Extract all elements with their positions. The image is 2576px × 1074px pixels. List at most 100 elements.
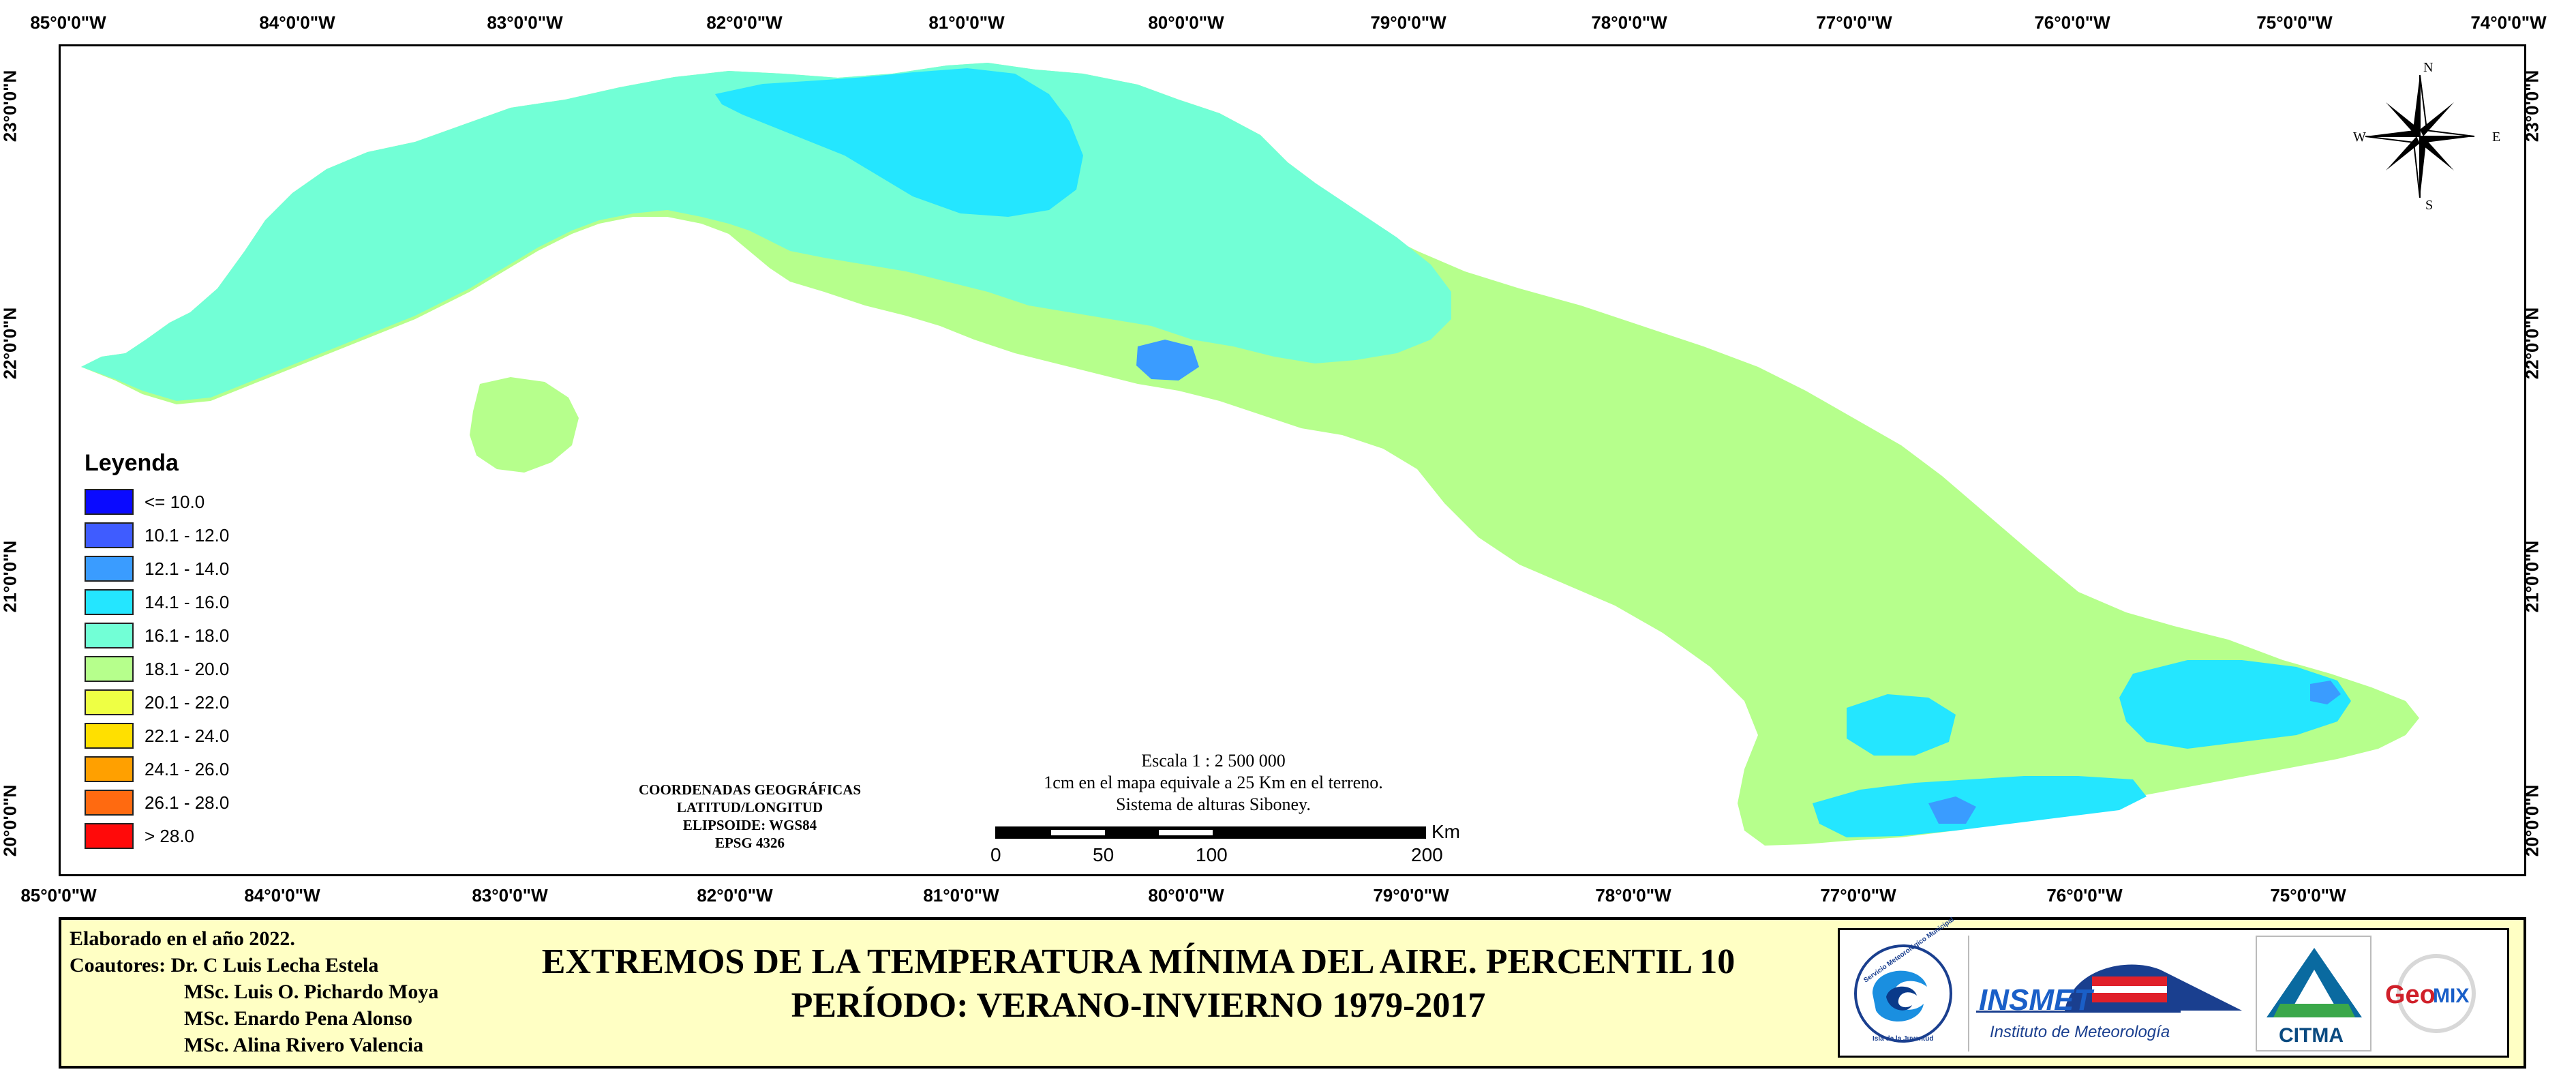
western-cool-zone [81, 63, 1451, 401]
credits: Elaborado en el año 2022. Coautores: Dr.… [70, 925, 438, 1058]
lon-tick-bottom: 75°0'0"W [2270, 885, 2346, 906]
legend-swatch [85, 489, 134, 515]
scale-line: 1cm en el mapa equivale a 25 Km en el te… [1044, 773, 1383, 792]
geomix-logo: Geo MIX [2378, 936, 2508, 1051]
citma-logo: CITMA [2256, 936, 2372, 1051]
legend-swatch [85, 656, 134, 682]
legend-items: <= 10.0 10.1 - 12.0 12.1 - 14.0 14.1 - 1… [85, 489, 303, 871]
insmet-flag-icon [1976, 964, 2242, 1013]
north-central-cyan-zone [715, 68, 1083, 217]
legend-swatch [85, 522, 134, 548]
legend-swatch [85, 756, 134, 782]
cuba-main-island [81, 63, 2419, 846]
legend-label: 24.1 - 26.0 [145, 759, 230, 779]
lon-tick-top: 83°0'0"W [487, 12, 563, 33]
eastern-highlands-zone [2119, 660, 2351, 749]
coords-line: COORDENADAS GEOGRÁFICAS [638, 781, 862, 798]
coauthor: MSc. Luis O. Pichardo Moya [184, 981, 439, 1003]
scale-bar [995, 826, 1426, 839]
legend-swatch [85, 689, 134, 715]
legend-label: 14.1 - 16.0 [145, 592, 230, 612]
lon-tick-bottom: 78°0'0"W [1595, 885, 1671, 906]
lon-tick-bottom: 79°0'0"W [1373, 885, 1449, 906]
insmet-subtitle: Instituto de Meteorología [1990, 1023, 2170, 1041]
legend: Leyenda <= 10.0 10.1 - 12.0 12.1 - 14.0 … [85, 450, 303, 871]
scale-tick: 200 [1411, 844, 1443, 865]
coords-line: EPSG 4326 [714, 835, 785, 851]
lon-tick-bottom: 76°0'0"W [2046, 885, 2123, 906]
legend-label: 20.1 - 22.0 [145, 692, 230, 713]
lon-tick-bottom: 82°0'0"W [697, 885, 773, 906]
lon-tick-bottom: 81°0'0"W [923, 885, 999, 906]
cool-spot-escambray [1136, 340, 1199, 381]
lon-tick-top: 84°0'0"W [259, 12, 335, 33]
coords-line: ELIPSOIDE: WGS84 [682, 817, 817, 833]
map-title-line-2: PERÍODO: VERANO-INVIERNO 1979-2017 [791, 986, 1486, 1025]
coordinate-system-note: COORDENADAS GEOGRÁFICAS LATITUD/LONGITUD… [600, 781, 900, 852]
coords-line: LATITUD/LONGITUD [676, 799, 823, 816]
coauthor: MSc. Alina Rivero Valencia [184, 1034, 424, 1056]
legend-label: > 28.0 [145, 826, 195, 846]
legend-label: 26.1 - 28.0 [145, 792, 230, 813]
smm-swirl-icon [1854, 944, 1952, 1043]
title-block: Elaborado en el año 2022. Coautores: Dr.… [59, 916, 2526, 1069]
compass-north: N [2423, 60, 2434, 75]
eastern-highlands-zone-2 [1847, 694, 1956, 756]
compass-east: E [2492, 130, 2501, 145]
lon-tick-bottom: 83°0'0"W [472, 885, 548, 906]
scale-tick: 50 [1093, 844, 1115, 865]
map-frame [59, 44, 2526, 876]
lat-tick-left: 20°0'0"N [0, 784, 20, 857]
geomix-ring-icon [2397, 954, 2476, 1033]
legend-label: 18.1 - 20.0 [145, 659, 230, 679]
legend-swatch [85, 790, 134, 816]
compass-south: S [2425, 198, 2434, 213]
smm-logo-subtext: Isla de la Juventud [1873, 1035, 1934, 1043]
lon-tick-top: 82°0'0"W [706, 12, 783, 33]
legend-label: 12.1 - 14.0 [145, 558, 230, 579]
legend-swatch [85, 589, 134, 615]
north-arrow-icon [2365, 74, 2475, 198]
lat-tick-left: 22°0'0"N [0, 307, 20, 380]
elaborated-note: Elaborado en el año 2022. [70, 927, 295, 950]
insmet-logo-text: INSMET [1979, 983, 2093, 1017]
citma-triangle-icon [2267, 948, 2362, 1017]
scale-line: Escala 1 : 2 500 000 [1141, 751, 1286, 771]
legend-swatch [85, 823, 134, 849]
legend-label: 22.1 - 24.0 [145, 726, 230, 746]
lon-tick-top: 76°0'0"W [2034, 12, 2110, 33]
geomix-logo-text-a: Geo [2385, 981, 2436, 1009]
lon-tick-bottom: 84°0'0"W [244, 885, 320, 906]
lon-tick-top: 77°0'0"W [1816, 12, 1892, 33]
scale-line: Sistema de alturas Siboney. [1116, 794, 1311, 814]
lon-tick-top: 74°0'0"W [2470, 12, 2547, 33]
legend-label: 10.1 - 12.0 [145, 525, 230, 546]
legend-title: Leyenda [85, 450, 179, 476]
cool-spot-east [2310, 681, 2341, 704]
insmet-logo: INSMET Instituto de Meteorología [1976, 936, 2249, 1051]
coauthor: MSc. Enardo Pena Alonso [184, 1007, 413, 1030]
scale-bar-segment [1051, 830, 1105, 835]
compass-west: W [2353, 130, 2366, 145]
map-title: EXTREMOS DE LA TEMPERATURA MÍNIMA DEL AI… [477, 940, 1800, 1028]
scale-tick: 0 [990, 844, 1001, 865]
legend-swatch [85, 623, 134, 648]
citma-logo-text: CITMA [2279, 1024, 2344, 1047]
lon-tick-bottom: 77°0'0"W [1820, 885, 1896, 906]
legend-swatch [85, 556, 134, 582]
lat-tick-left: 21°0'0"N [0, 540, 20, 613]
lon-tick-top: 80°0'0"W [1148, 12, 1224, 33]
logo-panel: Servicio Meteorológico Municipal Isla de… [1838, 916, 2509, 1058]
sierra-maestra-zone [1813, 776, 2147, 837]
scale-bar-segment [1159, 830, 1213, 835]
lat-tick-left: 23°0'0"N [0, 70, 20, 143]
scale-unit: Km [1431, 821, 1460, 842]
lon-tick-top: 75°0'0"W [2256, 12, 2333, 33]
legend-label: 16.1 - 18.0 [145, 625, 230, 646]
smm-logo: Servicio Meteorológico Municipal Isla de… [1845, 916, 1969, 1051]
lon-tick-top: 81°0'0"W [928, 12, 1005, 33]
cool-spot-sierra [1928, 796, 1976, 824]
island-map [81, 63, 2419, 846]
lon-tick-top: 79°0'0"W [1370, 12, 1446, 33]
